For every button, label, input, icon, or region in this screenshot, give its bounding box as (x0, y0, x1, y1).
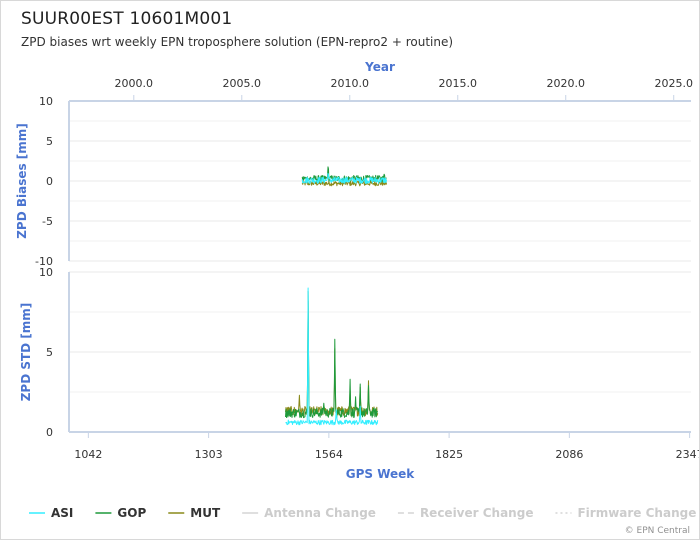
bias-y-tick-label: 5 (46, 135, 53, 148)
top-x-axis-title: Year (364, 60, 395, 74)
week-tick-label: 1303 (195, 448, 223, 461)
std-series-asi (285, 287, 379, 426)
bias-y-axis-title: ZPD Biases [mm] (15, 123, 29, 239)
legend-item-receiver-change[interactable]: Receiver Change (420, 506, 534, 520)
year-tick-label: 2025.0 (654, 77, 693, 90)
credits-link[interactable]: © EPN Central (624, 526, 690, 536)
week-tick-label: 2347 (676, 448, 699, 461)
week-tick-label: 1564 (315, 448, 343, 461)
bias-y-tick-label: -10 (35, 255, 53, 268)
bias-series-asi (301, 172, 387, 184)
bias-y-tick-label: -5 (42, 215, 53, 228)
std-y-tick-label: 5 (46, 346, 53, 359)
std-series-mut (285, 300, 379, 417)
legend-item-asi[interactable]: ASI (51, 506, 73, 520)
chart-subtitle: ZPD biases wrt weekly EPN troposphere so… (21, 35, 454, 49)
legend-item-firmware-change[interactable]: Firmware Change (577, 506, 696, 520)
chart-title: SUUR00EST 10601M001 (21, 9, 233, 29)
year-tick-label: 2015.0 (439, 77, 478, 90)
week-tick-label: 1825 (435, 448, 463, 461)
week-tick-label: 1042 (74, 448, 102, 461)
std-y-axis-title: ZPD STD [mm] (19, 303, 33, 402)
bias-y-tick-label: 10 (39, 95, 53, 108)
week-tick-label: 2086 (555, 448, 583, 461)
bias-y-tick-label: 0 (46, 175, 53, 188)
std-y-tick-label: 10 (39, 266, 53, 279)
bottom-x-axis-title: GPS Week (346, 467, 416, 481)
year-tick-label: 2020.0 (546, 77, 585, 90)
year-tick-label: 2010.0 (331, 77, 370, 90)
legend-item-gop[interactable]: GOP (117, 506, 146, 520)
legend-item-antenna-change[interactable]: Antenna Change (264, 506, 376, 520)
legend-item-mut[interactable]: MUT (190, 506, 221, 520)
std-series-gop (285, 290, 379, 419)
std-y-tick-label: 0 (46, 426, 53, 439)
year-tick-label: 2000.0 (115, 77, 154, 90)
year-tick-label: 2005.0 (223, 77, 262, 90)
